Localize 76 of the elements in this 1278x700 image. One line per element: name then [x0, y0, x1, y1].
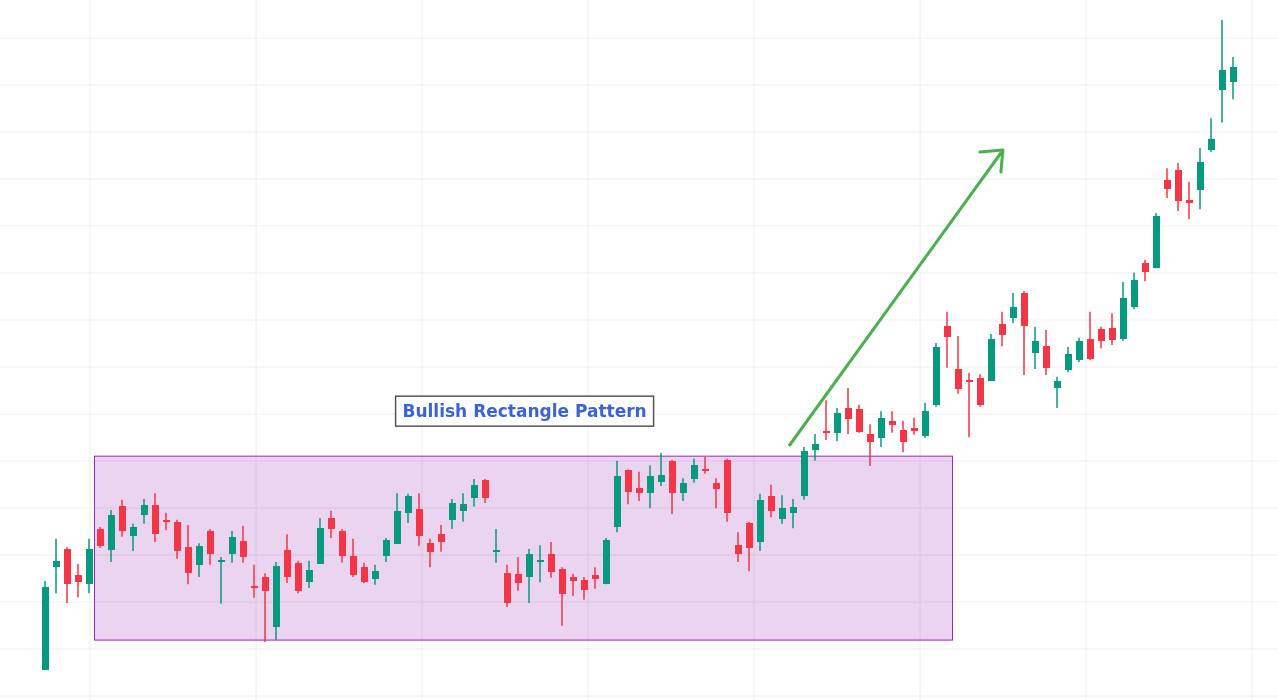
- candlestick: [427, 537, 434, 569]
- candlestick: [1230, 56, 1237, 101]
- candlestick: [97, 526, 104, 549]
- candlestick: [691, 458, 698, 484]
- band-label: Bullish Rectangle Pattern: [402, 401, 647, 422]
- candlestick: [196, 542, 203, 578]
- candlestick: [680, 477, 687, 502]
- candlestick: [713, 477, 720, 509]
- candlestick: [1087, 311, 1094, 361]
- candlestick: [207, 528, 214, 566]
- candlestick: [636, 471, 643, 502]
- candlestick: [1208, 117, 1215, 153]
- candlestick: [163, 511, 170, 531]
- candlestick: [383, 537, 390, 563]
- candlestick: [702, 456, 709, 475]
- candlestick: [1010, 292, 1017, 324]
- candlestick: [1032, 326, 1039, 370]
- candlestick: [823, 399, 830, 441]
- candlestick: [361, 562, 368, 584]
- candlestick: [449, 498, 456, 530]
- candlestick: [130, 523, 137, 552]
- candlestick: [53, 537, 60, 595]
- candlestick: [262, 572, 269, 643]
- candlestick: [735, 531, 742, 563]
- candlestick: [1076, 337, 1083, 363]
- candlestick: [251, 563, 258, 599]
- candlestick: [515, 556, 522, 592]
- candlestick: [1098, 326, 1105, 349]
- candlestick: [1054, 376, 1061, 409]
- candlestick: [537, 544, 544, 583]
- candlestick: [1142, 259, 1149, 283]
- candlestick: [372, 563, 379, 586]
- candlestick: [240, 524, 247, 564]
- candlestick: [900, 420, 907, 453]
- candlestick: [1043, 329, 1050, 376]
- candlestick: [647, 464, 654, 509]
- candlestick: [438, 524, 445, 553]
- candlestick: [548, 541, 555, 579]
- candlestick: [405, 493, 412, 524]
- candlestick: [328, 510, 335, 539]
- candlestick: [955, 335, 962, 395]
- candlestick: [790, 498, 797, 530]
- candlestick: [911, 417, 918, 436]
- candlestick: [141, 498, 148, 525]
- candlestick: [75, 563, 82, 598]
- candlestick: [999, 311, 1006, 348]
- candlestick: [493, 528, 500, 564]
- candlestick: [306, 560, 313, 589]
- candlestick: [350, 537, 357, 578]
- candlestick: [1065, 346, 1072, 374]
- candlestick: [592, 566, 599, 590]
- candlestick: [1109, 312, 1116, 346]
- candlestick: [1219, 19, 1226, 124]
- candlestick: [482, 478, 489, 504]
- candlestick: [856, 404, 863, 434]
- candlestick: [944, 311, 951, 369]
- candlestick: [812, 433, 819, 462]
- candlestick: [834, 407, 841, 442]
- candlestick: [845, 387, 852, 435]
- candlestick: [581, 576, 588, 601]
- candlestick: [218, 556, 225, 605]
- candlestick: [1164, 167, 1171, 199]
- candlestick: [878, 410, 885, 448]
- candlestick: [658, 452, 665, 487]
- candlestick: [889, 410, 896, 434]
- candlestick: [471, 478, 478, 508]
- candlestick: [570, 573, 577, 597]
- candlestick: [768, 484, 775, 518]
- candlestick: [460, 492, 467, 523]
- candlestick: [1186, 181, 1193, 220]
- candlestick: [229, 530, 236, 564]
- candlestick: [779, 494, 786, 525]
- candlestick: [526, 548, 533, 604]
- candlestick: [966, 372, 973, 439]
- candlestick: [867, 423, 874, 467]
- candlestick: [625, 468, 632, 505]
